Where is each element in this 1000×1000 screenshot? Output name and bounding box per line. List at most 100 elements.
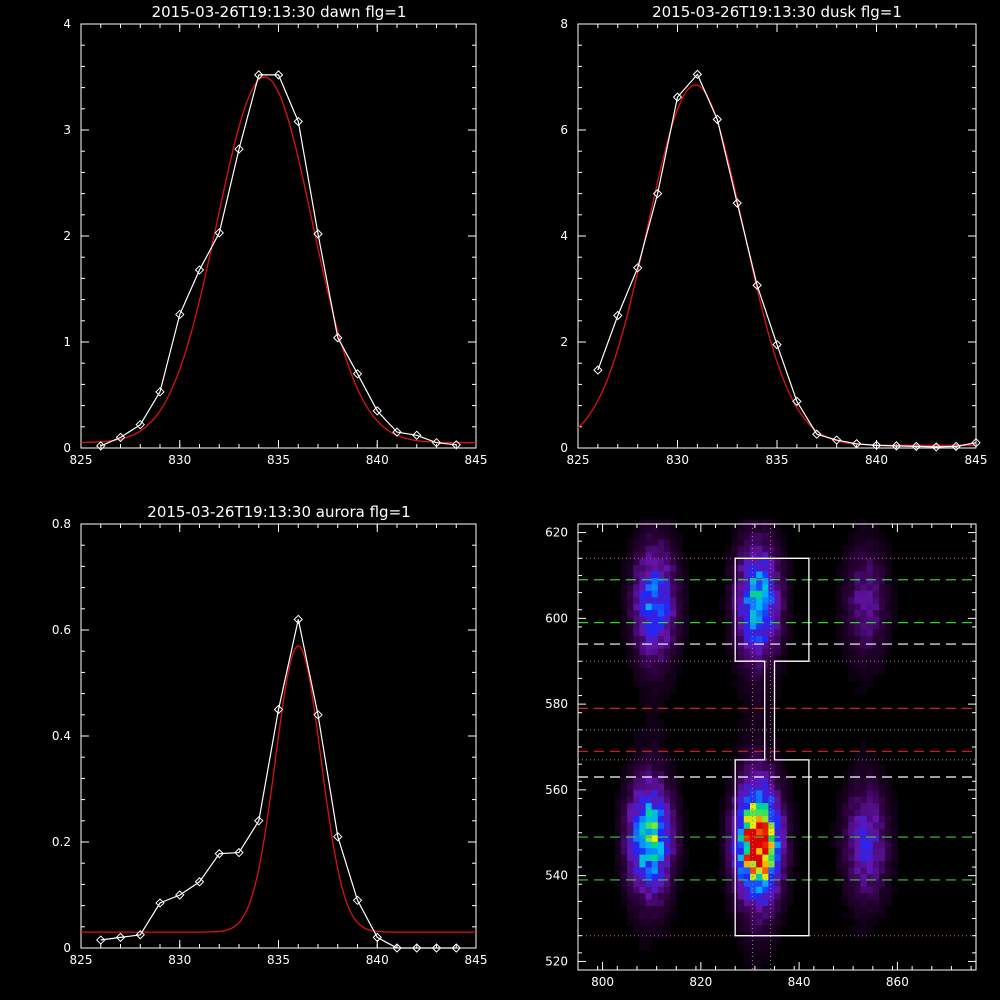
heatmap-cell <box>664 616 671 623</box>
heatmap-cell <box>860 532 867 540</box>
heatmap-cell <box>756 622 763 630</box>
heatmap-cell <box>756 751 763 759</box>
heatmap-cell <box>621 635 628 643</box>
heatmap-cell <box>793 809 800 816</box>
heatmap-cell <box>768 802 775 810</box>
heatmap-cell <box>750 719 757 726</box>
heatmap-cell <box>664 834 671 842</box>
heatmap-cell <box>743 551 751 559</box>
heatmap-cell <box>639 539 646 546</box>
heatmap-cell <box>664 641 671 649</box>
plot-frame-dawn <box>80 23 477 449</box>
heatmap-cell <box>762 937 769 945</box>
heatmap-cell <box>793 815 800 823</box>
heatmap-cell <box>627 590 634 598</box>
heatmap-cell <box>780 622 788 630</box>
heatmap-cell <box>768 584 775 591</box>
heatmap-cell <box>842 558 849 566</box>
heatmap-cell <box>756 944 763 952</box>
heatmap-cell <box>768 725 775 733</box>
heatmap-cell <box>750 596 757 604</box>
heatmap-cell <box>645 751 653 759</box>
x-tick-label-aurora: 825 <box>70 953 93 967</box>
heatmap-cell <box>750 641 757 649</box>
heatmap-cell <box>750 532 757 540</box>
heatmap-cell <box>664 732 671 739</box>
data-point-dawn <box>135 419 145 430</box>
heatmap-cell <box>633 828 640 836</box>
heatmap-cell <box>639 551 646 559</box>
heatmap-cell <box>786 616 794 623</box>
heatmap-cell <box>657 526 665 533</box>
heatmap-cell <box>780 641 788 649</box>
heatmap-cell <box>786 590 794 598</box>
heatmap-cell <box>633 629 640 636</box>
heatmap-cell <box>762 809 769 816</box>
x-tick-label-aurora: 835 <box>267 953 290 967</box>
heatmap-cell <box>891 873 898 881</box>
heatmap-cell <box>879 886 886 894</box>
x-tick-label-dawn: 840 <box>366 453 389 467</box>
heatmap-cell <box>627 571 634 578</box>
heatmap-cell <box>793 854 800 861</box>
heatmap-cell <box>879 648 886 656</box>
heatmap-cell <box>866 564 874 572</box>
heatmap-cell <box>633 661 640 668</box>
heatmap-cell <box>651 571 659 578</box>
heatmap-cell <box>891 590 898 598</box>
heatmap-cell <box>664 892 671 900</box>
data-point-aurora <box>234 847 244 858</box>
heatmap-cell <box>657 558 665 566</box>
heatmap-cell <box>633 777 640 784</box>
heatmap-cell <box>872 551 880 559</box>
heatmap-cell <box>645 841 653 849</box>
heatmap-cell <box>879 834 886 842</box>
heatmap-cell <box>651 641 659 649</box>
heatmap-cell <box>774 654 781 662</box>
heatmap-cell <box>676 879 683 887</box>
heatmap-cell <box>750 789 757 797</box>
heatmap-cell <box>780 551 788 559</box>
heatmap-cell <box>682 809 689 816</box>
heatmap-cell <box>848 873 855 881</box>
heatmap-cell <box>768 899 775 906</box>
heatmap-cell <box>756 950 763 958</box>
heatmap-cell <box>780 879 788 887</box>
heatmap-cell <box>793 873 800 881</box>
heatmap-cell <box>786 603 794 611</box>
heatmap-cell <box>676 609 683 617</box>
heatmap-cell <box>866 847 874 855</box>
heatmap-cell <box>768 532 775 540</box>
heatmap-cell <box>842 789 849 797</box>
heatmap-cell <box>743 783 751 791</box>
heatmap-cell <box>786 822 794 829</box>
heatmap-cell <box>633 809 640 816</box>
heatmap-cell <box>750 622 757 630</box>
heatmap-cell <box>645 551 653 559</box>
data-point-aurora <box>254 816 264 826</box>
heatmap-cell <box>639 725 646 733</box>
heatmap-cell <box>872 667 880 675</box>
heatmap-cell <box>676 564 683 572</box>
heatmap-cell <box>664 899 671 906</box>
heatmap-cell <box>768 764 775 771</box>
heatmap-cell <box>645 738 653 746</box>
heatmap-cell <box>639 873 646 881</box>
heatmap-cell <box>768 815 775 823</box>
heatmap-cell <box>854 609 861 617</box>
heatmap-cell <box>639 815 646 823</box>
heatmap-cell <box>756 867 763 874</box>
heatmap-cell <box>743 892 751 900</box>
heatmap-cell <box>762 590 769 598</box>
heatmap-cell <box>676 661 683 668</box>
heatmap-cell <box>719 841 726 849</box>
heatmap-cell <box>879 899 886 906</box>
heatmap-cell <box>743 764 751 771</box>
heatmap-cell <box>651 809 659 816</box>
heatmap-cell <box>860 687 867 694</box>
heatmap-cell <box>860 751 867 759</box>
heatmap-cell <box>872 789 880 797</box>
heatmap-cell <box>657 789 665 797</box>
heatmap-cell <box>725 841 732 849</box>
heatmap-cell <box>854 834 861 842</box>
